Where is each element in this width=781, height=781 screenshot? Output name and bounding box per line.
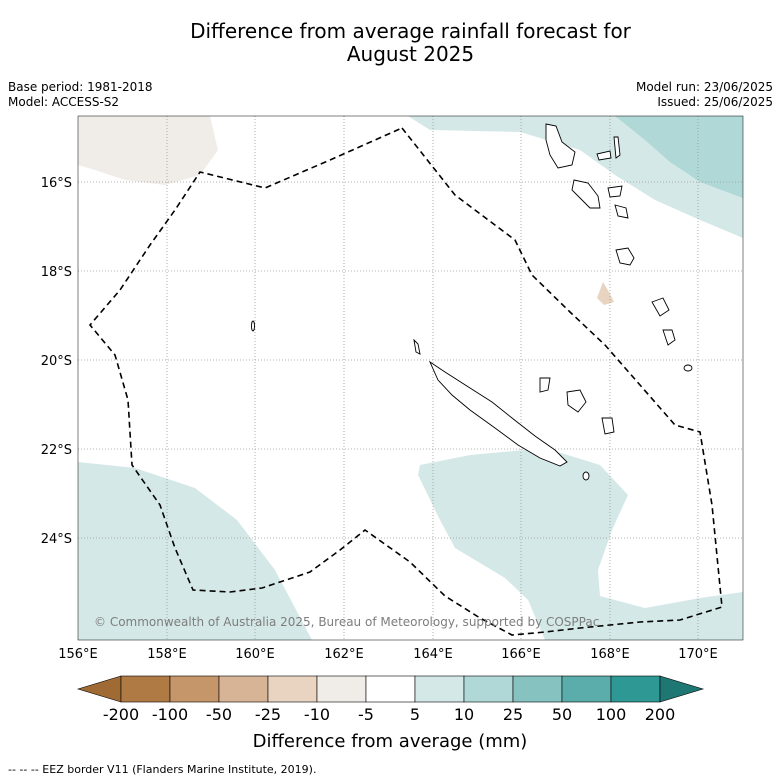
colorbar: -200 -100 -50 -25 -10 -5 5 10 25 50 100 200 (76, 675, 705, 724)
anomaly-region-dry-northwest (78, 116, 218, 185)
colorbar-tick-label: 25 (503, 705, 523, 724)
eez-border (88, 127, 723, 636)
colorbar-tick-label: -5 (358, 705, 374, 724)
colorbar-tick-label: -100 (152, 705, 188, 724)
map-frame (77, 115, 744, 641)
island-walpole (683, 364, 693, 372)
lon-label: 162°E (324, 647, 364, 662)
lon-label: 156°E (58, 647, 98, 662)
colorbar-tick-label: 5 (410, 705, 420, 724)
colorbar-segment (120, 675, 171, 703)
model-run-date: Model run: 23/06/2025 (635, 80, 773, 94)
island-mare (601, 417, 615, 435)
copyright-notice: © Commonwealth of Australia 2025, Bureau… (94, 615, 599, 629)
colorbar-tick-label: -200 (103, 705, 139, 724)
colorbar-segment (561, 675, 612, 703)
longitude-labels: 156°E 158°E 160°E 162°E 164°E 166°E 168°… (58, 647, 718, 662)
map-plot-area (78, 116, 743, 640)
lat-label: 22°S (41, 443, 72, 458)
title-line-2: August 2025 (346, 42, 475, 66)
colorbar-segment (169, 675, 220, 703)
colorbar-segment (463, 675, 514, 703)
island-ambrym (607, 185, 623, 198)
lat-label: 18°S (41, 265, 72, 280)
base-period: Base period: 1981-2018 (8, 80, 153, 94)
island-lifou (566, 389, 587, 413)
colorbar-extension-high (659, 675, 705, 703)
lon-label: 164°E (413, 647, 453, 662)
colorbar-title: Difference from average (mm) (253, 731, 528, 752)
lat-label: 20°S (41, 354, 72, 369)
colorbar-segment (316, 675, 367, 703)
island-belep (413, 338, 421, 355)
island-ouvea (539, 377, 551, 393)
island-tanna (651, 297, 670, 317)
colorbar-tick-label: -25 (255, 705, 281, 724)
anomaly-region-wet-northeast-medium (615, 116, 743, 198)
colorbar-tick-label: 10 (454, 705, 474, 724)
colorbar-tick-label: 200 (645, 705, 676, 724)
lon-label: 166°E (501, 647, 541, 662)
colorbar-segment (610, 675, 661, 703)
lon-label: 170°E (678, 647, 718, 662)
lon-label: 160°E (235, 647, 275, 662)
island-malekula (571, 179, 601, 209)
island-epi (614, 204, 629, 219)
run-info: Model run: 23/06/2025 Issued: 25/06/2025 (636, 80, 773, 110)
issued-date: Issued: 25/06/2025 (657, 95, 773, 109)
colorbar-segment (218, 675, 269, 703)
island-efate (615, 247, 635, 266)
map-gridlines (78, 116, 743, 640)
colorbar-segment (414, 675, 465, 703)
colorbar-extension-low (76, 675, 122, 703)
colorbar-segment (512, 675, 563, 703)
new-caledonia-coast (428, 360, 568, 467)
island-ambae (596, 150, 612, 161)
anomaly-region-wet-southwest (78, 462, 312, 640)
colorbar-segment (267, 675, 318, 703)
lat-label: 16°S (41, 176, 72, 191)
coastlines (251, 123, 693, 481)
colorbar-tick-label: 50 (552, 705, 572, 724)
colorbar-segment (365, 675, 416, 703)
island-aneityum (662, 329, 676, 346)
model-info: Base period: 1981-2018 Model: ACCESS-S2 (8, 80, 153, 110)
colorbar-tick-label: -10 (304, 705, 330, 724)
island-espiritu-santo (545, 123, 576, 169)
chart-title: Difference from average rainfall forecas… (0, 20, 781, 66)
lon-label: 158°E (147, 647, 187, 662)
island-isle-of-pines (582, 471, 590, 481)
latitude-labels: 16°S 18°S 20°S 22°S 24°S (41, 176, 72, 547)
island-chesterfield (251, 320, 255, 332)
title-line-1: Difference from average rainfall forecas… (190, 19, 631, 43)
colorbar-tick-label: 100 (596, 705, 627, 724)
eez-source-note: -- -- -- EEZ border V11 (Flanders Marine… (8, 763, 317, 776)
colorbar-tick-label: -50 (206, 705, 232, 724)
anomaly-region-wet-south (418, 448, 743, 640)
model-name: Model: ACCESS-S2 (8, 95, 120, 109)
island-pentecost (613, 136, 621, 159)
lon-label: 168°E (590, 647, 630, 662)
lat-label: 24°S (41, 532, 72, 547)
